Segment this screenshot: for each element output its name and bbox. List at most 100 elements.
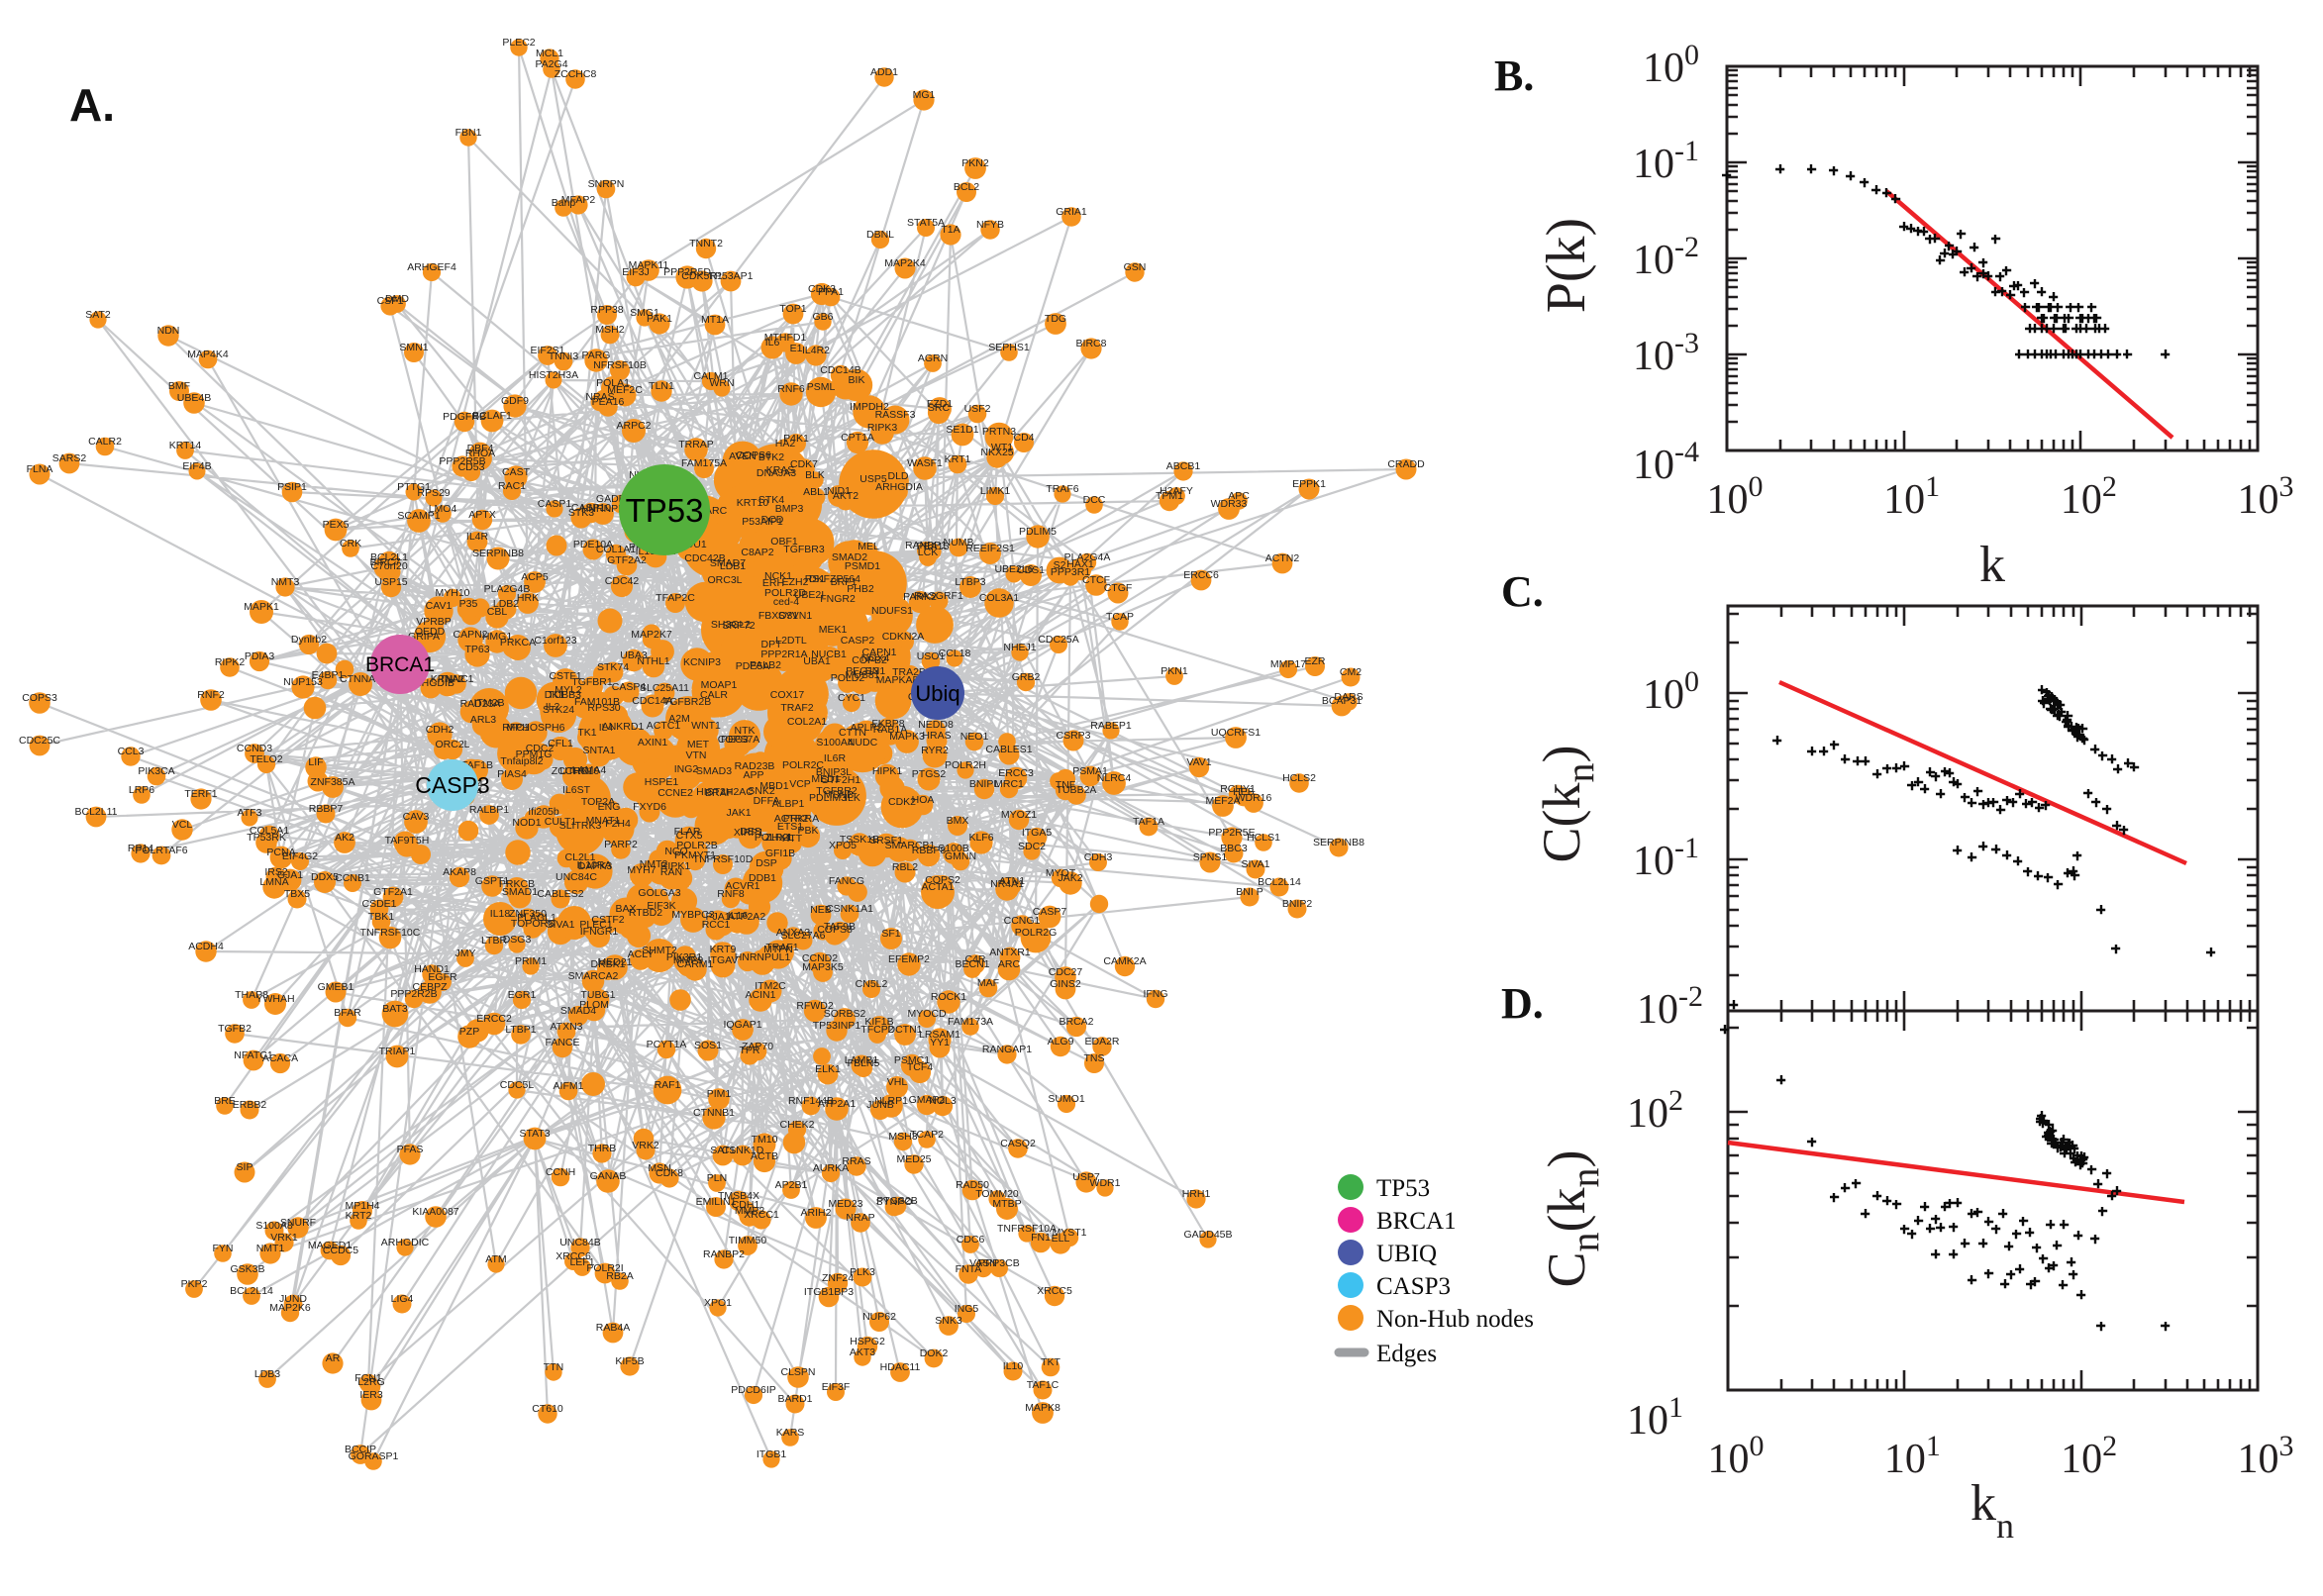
svg-text:MCL1: MCL1 (536, 48, 563, 59)
svg-text:CDC42B: CDC42B (684, 552, 725, 564)
svg-text:APTX: APTX (468, 509, 495, 521)
svg-text:CCL3: CCL3 (118, 746, 145, 757)
svg-text:RIPK3: RIPK3 (867, 422, 898, 434)
svg-text:MEK1: MEK1 (819, 624, 848, 636)
svg-text:GANAB: GANAB (590, 1170, 627, 1182)
svg-text:CSF1: CSF1 (377, 295, 404, 307)
svg-text:ARIH2: ARIH2 (801, 1207, 832, 1219)
svg-text:FANCG: FANCG (829, 875, 864, 887)
svg-text:RS1: RS1 (805, 573, 826, 585)
svg-text:AKAP8: AKAP8 (443, 866, 476, 878)
svg-text:HIST2H2AC: HIST2H2AC (696, 786, 754, 798)
svg-text:C.: C. (1501, 567, 1544, 616)
svg-text:ACTB: ACTB (751, 1150, 778, 1162)
svg-text:NOD1: NOD1 (512, 817, 541, 829)
svg-text:CRADD: CRADD (1387, 458, 1425, 470)
svg-text:TNF: TNF (1056, 779, 1075, 791)
svg-text:FXYD6: FXYD6 (633, 801, 666, 813)
svg-text:NTHL1: NTHL1 (637, 655, 669, 667)
svg-text:VASN: VASN (969, 1257, 997, 1269)
svg-text:TAF9B: TAF9B (824, 921, 856, 933)
svg-text:NFYB: NFYB (976, 219, 1004, 231)
svg-text:UBA3: UBA3 (620, 649, 648, 661)
svg-text:PTTG1: PTTG1 (397, 481, 431, 493)
svg-text:TNS: TNS (1084, 1052, 1105, 1064)
svg-text:PTGS2: PTGS2 (912, 768, 947, 780)
svg-text:RCHY1: RCHY1 (1220, 783, 1256, 795)
svg-text:HIST2H3A: HIST2H3A (529, 369, 578, 381)
svg-text:HIPK1: HIPK1 (872, 765, 903, 777)
svg-text:ced-4: ced-4 (773, 596, 799, 608)
svg-text:ACTA1: ACTA1 (921, 881, 954, 893)
svg-text:KRT9: KRT9 (710, 944, 737, 955)
svg-text:NDUFS1: NDUFS1 (871, 605, 913, 617)
svg-text:CDC42: CDC42 (605, 575, 640, 587)
svg-text:MYH7: MYH7 (627, 864, 656, 876)
svg-text:TAF1A: TAF1A (1133, 816, 1164, 828)
svg-text:SAT2: SAT2 (85, 309, 111, 321)
svg-text:DKFZP564: DKFZP564 (809, 573, 860, 585)
svg-text:PCNA: PCNA (266, 847, 295, 858)
svg-text:CDH3: CDH3 (1084, 851, 1113, 863)
svg-text:CM2: CM2 (1340, 666, 1362, 678)
svg-text:BCL2L11: BCL2L11 (74, 806, 117, 818)
svg-text:TERF1: TERF1 (184, 788, 217, 800)
svg-text:PEG13: PEG13 (846, 665, 879, 677)
svg-text:RANGAP1: RANGAP1 (982, 1044, 1032, 1055)
svg-text:F2H4: F2H4 (605, 818, 631, 830)
svg-text:CCND3: CCND3 (237, 743, 272, 754)
svg-text:PLOM: PLOM (579, 999, 609, 1011)
svg-text:THRB: THRB (588, 1143, 617, 1154)
svg-text:USP15: USP15 (374, 576, 407, 588)
svg-text:BARD1: BARD1 (777, 1393, 812, 1405)
svg-text:DPT: DPT (761, 639, 783, 650)
svg-text:CL2L1: CL2L1 (565, 851, 596, 863)
svg-text:POLR2H: POLR2H (945, 759, 986, 771)
svg-text:BRCA1: BRCA1 (1376, 1208, 1457, 1235)
svg-text:MEL: MEL (858, 541, 879, 552)
svg-text:GADD45B: GADD45B (1183, 1229, 1232, 1241)
svg-text:PKN2: PKN2 (961, 157, 989, 169)
svg-text:PKN1: PKN1 (1161, 665, 1188, 677)
svg-text:PDE5A: PDE5A (736, 660, 769, 672)
svg-text:CALR2: CALR2 (88, 436, 122, 448)
svg-text:RAB4A: RAB4A (596, 1322, 630, 1334)
svg-text:TGFBR1: TGFBR1 (571, 676, 613, 688)
svg-text:FNGR2: FNGR2 (820, 593, 856, 605)
svg-text:VHL: VHL (887, 1076, 908, 1088)
svg-text:BBC3: BBC3 (1220, 843, 1248, 854)
svg-text:PSMA1: PSMA1 (1072, 765, 1108, 777)
svg-text:EN1: EN1 (865, 665, 886, 677)
svg-text:AK2: AK2 (335, 832, 354, 844)
svg-text:CCL18: CCL18 (939, 648, 971, 659)
svg-text:BCL2L1: BCL2L1 (370, 551, 408, 563)
svg-text:KLF6: KLF6 (968, 832, 993, 844)
svg-text:RAC1: RAC1 (498, 480, 526, 492)
svg-text:RANBP1: RANBP1 (905, 540, 947, 551)
svg-text:RASGRF1: RASGRF1 (914, 590, 963, 602)
svg-text:PDLIM5: PDLIM5 (1019, 526, 1057, 538)
svg-text:LTBP3: LTBP3 (955, 576, 985, 588)
svg-text:VCP: VCP (789, 778, 811, 790)
svg-text:MOAP1: MOAP1 (701, 679, 738, 691)
svg-text:MSH3: MSH3 (888, 1131, 917, 1143)
svg-text:RPS30: RPS30 (587, 702, 620, 714)
svg-text:NID1: NID1 (827, 485, 851, 497)
svg-text:TP53: TP53 (626, 492, 704, 529)
svg-text:ADD1: ADD1 (870, 66, 898, 78)
svg-text:CCNB1: CCNB1 (335, 872, 370, 884)
svg-text:OEDD: OEDD (415, 626, 446, 638)
svg-text:SARS2: SARS2 (52, 452, 87, 464)
svg-text:RAD23A: RAD23A (460, 698, 501, 710)
svg-text:IL10: IL10 (1003, 1360, 1024, 1372)
svg-text:RFC1: RFC1 (502, 722, 530, 734)
svg-text:ITM2B: ITM2B (474, 697, 505, 709)
svg-text:LDB2: LDB2 (493, 598, 519, 610)
svg-text:TKT: TKT (1041, 1356, 1060, 1368)
svg-text:CT610: CT610 (532, 1403, 563, 1415)
svg-text:ALBP1: ALBP1 (772, 798, 805, 810)
svg-text:LTBR: LTBR (481, 935, 507, 947)
svg-text:DBF4: DBF4 (467, 443, 494, 454)
svg-text:TRAF6: TRAF6 (1046, 483, 1078, 495)
svg-text:ENG: ENG (598, 801, 621, 813)
